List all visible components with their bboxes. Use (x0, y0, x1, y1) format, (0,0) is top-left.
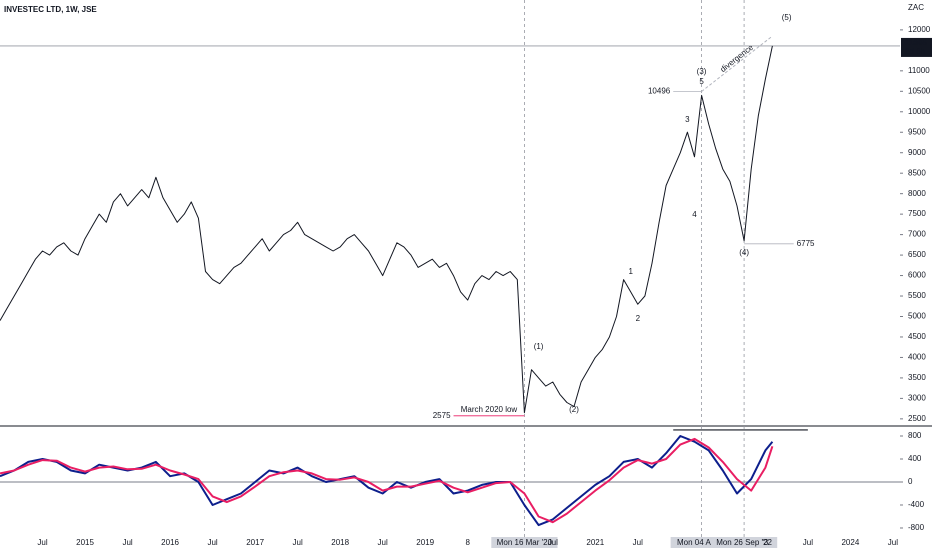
unit-label: ZAC (908, 3, 924, 12)
x-tick-label: 2018 (331, 538, 349, 547)
y-tick-label: 12000 (908, 25, 931, 34)
x-tick-label: 2015 (76, 538, 94, 547)
wave-label: 2 (636, 314, 641, 323)
osc-line (0, 437, 774, 524)
x-tick-label: 8 (465, 538, 470, 547)
level-label: 10496 (648, 87, 671, 96)
x-tick-label: 2016 (161, 538, 179, 547)
countdown-label: 2d 6h (905, 47, 925, 56)
y-tick-label: 8000 (908, 189, 926, 198)
y-tick-label: 3500 (908, 373, 926, 382)
x-tick-label: Jul (378, 538, 388, 547)
x-tick-highlight (710, 537, 778, 548)
wave-label: (3) (697, 67, 707, 76)
price-line (0, 45, 773, 414)
x-tick-label: 2024 (841, 538, 859, 547)
wave-label: 1 (628, 267, 633, 276)
wave-label: 4 (692, 210, 697, 219)
level-text: March 2020 low (461, 405, 518, 414)
x-tick-label: Jul (548, 538, 558, 547)
x-tick-label: 2019 (416, 538, 434, 547)
chart-title: INVESTEC LTD, 1W, JSE (4, 5, 97, 14)
y-tick-label: -400 (908, 500, 925, 509)
y-tick-label: -800 (908, 523, 925, 532)
wave-label: (4) (739, 248, 749, 257)
y-tick-label: 6500 (908, 250, 926, 259)
x-tick-label: '3 (762, 538, 769, 547)
wave-label: 5 (699, 77, 704, 86)
x-tick-label: Jul (633, 538, 643, 547)
last-price-tag (901, 37, 932, 57)
y-tick-label: 9500 (908, 127, 926, 136)
x-tick-label: Mon 04 Apr '2 (677, 538, 727, 547)
y-tick-label: 3000 (908, 393, 926, 402)
y-tick-label: 400 (908, 454, 922, 463)
wave-label: (2) (569, 405, 579, 414)
x-tick-highlight (491, 537, 558, 548)
x-tick-label: Mon 16 Mar '20 (497, 538, 553, 547)
y-tick-label: 0 (908, 477, 913, 486)
y-tick-label: 5000 (908, 312, 926, 321)
wave-label: (5) (782, 13, 792, 22)
x-tick-label: Jul (122, 538, 132, 547)
x-tick-label: Jul (207, 538, 217, 547)
y-tick-label: 10500 (908, 86, 931, 95)
y-tick-label: 11000 (908, 66, 930, 75)
x-tick-label: Jul (293, 538, 303, 547)
x-tick-label: Mon 26 Sep '22 (716, 538, 772, 547)
y-tick-label: 10000 (908, 107, 931, 116)
wave-label: 3 (685, 115, 690, 124)
last-price-label: 11608 (905, 38, 927, 47)
y-tick-label: 9000 (908, 148, 926, 157)
x-tick-label: Jul (803, 538, 813, 547)
x-tick-label: 2021 (586, 538, 604, 547)
x-tick-label: Jul (37, 538, 47, 547)
y-tick-label: 8500 (908, 168, 926, 177)
x-tick-label: Jul (888, 538, 898, 547)
y-tick-label: 5500 (908, 291, 926, 300)
y-tick-label: 2500 (908, 414, 926, 423)
y-tick-label: 7000 (908, 230, 926, 239)
x-tick-highlight (670, 537, 733, 548)
y-tick-label: 4000 (908, 353, 926, 362)
y-tick-label: 7500 (908, 209, 926, 218)
y-tick-label: 4500 (908, 332, 926, 341)
level-label: 2575 (433, 411, 451, 420)
level-label: 6775 (797, 239, 815, 248)
wave-label: (1) (534, 342, 544, 351)
y-tick-label: 6000 (908, 271, 926, 280)
x-tick-label: 2017 (246, 538, 264, 547)
y-tick-label: 800 (908, 431, 922, 440)
